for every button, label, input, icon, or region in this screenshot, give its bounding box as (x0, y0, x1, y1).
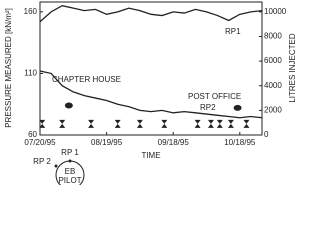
x-axis-label: TIME (141, 151, 160, 160)
marker (227, 119, 234, 128)
marker (194, 119, 201, 128)
y2-tick-label: 6000 (264, 56, 282, 65)
marker (64, 102, 73, 109)
marker (233, 104, 242, 111)
diagram-label: EB (65, 167, 76, 176)
marker (59, 119, 66, 128)
annotation: CHAPTER HOUSE (52, 75, 121, 84)
plot-frame (39, 1, 263, 136)
annotation: POST OFFICE (188, 92, 241, 101)
x-tick-label: 09/18/95 (158, 138, 190, 147)
line (39, 70, 263, 119)
rp1-point (68, 159, 72, 163)
annotation: RP2 (200, 103, 216, 112)
chart: TIME PRESSURE MEASURED [kN/m²] LITRES IN… (4, 1, 297, 185)
y2-axis-label: LITRES INJECTED (288, 33, 297, 103)
marker (88, 119, 95, 128)
y-tick-label: 110 (24, 69, 37, 78)
x-tick-label: 08/19/95 (91, 138, 123, 147)
diagram-label: RP 2 (33, 157, 51, 166)
diagram-label: PILOT (58, 176, 81, 185)
marker (243, 119, 250, 128)
rp2-point (54, 164, 58, 168)
marker (114, 119, 121, 128)
y-tick-label: 60 (28, 130, 37, 139)
marker (207, 119, 214, 128)
annotation: RP1 (225, 27, 241, 36)
marker (136, 119, 143, 128)
line (39, 5, 263, 23)
diagram-label: RP 1 (61, 148, 79, 157)
y2-tick-label: 8000 (264, 32, 282, 41)
y2-tick-label: 0 (264, 130, 269, 139)
y2-tick-label: 4000 (264, 81, 282, 90)
marker (216, 119, 223, 128)
x-tick-label: 10/18/95 (224, 138, 256, 147)
marker (161, 119, 168, 128)
y-axis-label: PRESSURE MEASURED [kN/m²] (4, 8, 13, 128)
marker (39, 119, 46, 128)
y2-tick-label: 2000 (264, 105, 282, 114)
y-tick-label: 160 (24, 7, 38, 16)
x-tick-label: 07/20/95 (24, 138, 56, 147)
y2-tick-label: 10000 (264, 7, 287, 16)
